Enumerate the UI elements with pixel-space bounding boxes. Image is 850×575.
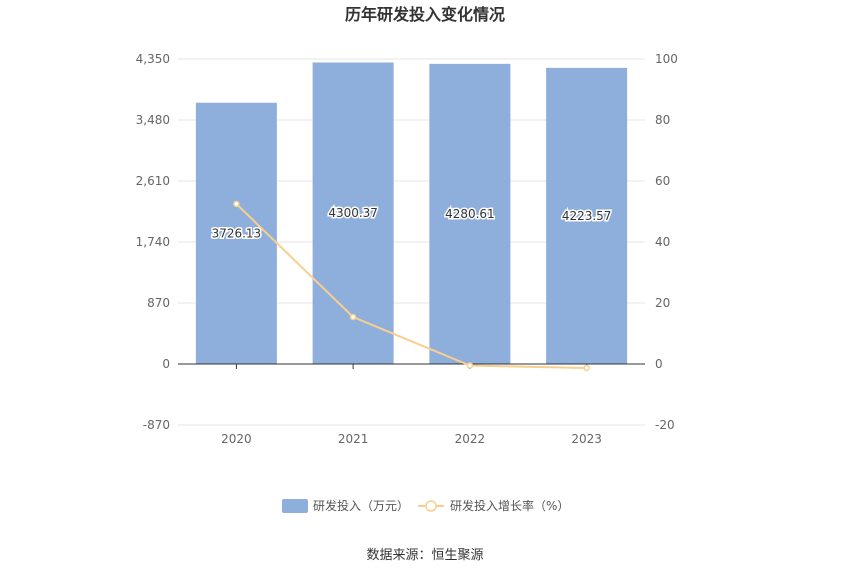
legend: 研发投入（万元） 研发投入增长率（%） [282, 498, 569, 513]
legend-line-marker [425, 500, 437, 512]
growth-point [583, 364, 590, 372]
right-y-tick-label: 100 [655, 52, 678, 66]
left-y-axis: -870 0 870 1,740 2,610 3,480 4,350 [136, 52, 170, 432]
growth-point [466, 362, 474, 369]
x-tick-label: 2021 [338, 432, 369, 446]
growth-point [349, 313, 357, 321]
x-tick-label: 2023 [571, 432, 602, 446]
left-y-tick-label: -870 [143, 418, 170, 432]
bar-data-labels: 3726.13 4300.37 4280.61 4223.57 [210, 205, 613, 242]
right-y-tick-label: 0 [655, 357, 663, 371]
bar [312, 62, 394, 365]
right-y-tick-label: -20 [655, 418, 675, 432]
bar-value-label: 4300.37 [328, 206, 378, 220]
left-y-tick-label: 0 [162, 357, 170, 371]
x-tick-label: 2020 [221, 432, 252, 446]
right-y-tick-label: 60 [655, 174, 670, 188]
chart-title: 历年研发投入变化情况 [345, 5, 505, 24]
left-y-tick-label: 2,610 [136, 174, 170, 188]
x-axis-labels: 2020 2021 2022 2023 [221, 432, 602, 446]
x-tick-label: 2022 [455, 432, 486, 446]
source-note: 数据来源：恒生聚源 [366, 548, 483, 563]
growth-line [235, 203, 587, 369]
legend-line-label[interactable]: 研发投入增长率（%） [450, 498, 569, 513]
legend-bar-label[interactable]: 研发投入（万元） [313, 498, 409, 513]
left-y-tick-label: 870 [147, 296, 170, 310]
right-y-axis: -20 0 20 40 60 80 100 [655, 52, 678, 432]
right-y-tick-label: 80 [655, 113, 670, 127]
line-series [233, 200, 590, 372]
right-y-tick-label: 40 [655, 235, 670, 249]
bar-value-label: 4280.61 [445, 207, 495, 221]
bar-value-label: 4223.57 [562, 209, 612, 223]
bar-value-label: 3726.13 [212, 226, 262, 240]
left-y-tick-label: 1,740 [136, 235, 170, 249]
bar [546, 67, 628, 365]
growth-point [233, 200, 240, 208]
legend-bar-swatch[interactable] [282, 499, 308, 513]
right-y-tick-label: 20 [655, 296, 670, 310]
left-y-tick-label: 3,480 [136, 113, 170, 127]
bar [429, 63, 511, 365]
left-y-tick-label: 4,350 [136, 52, 170, 66]
bar-series [195, 62, 628, 365]
bar [195, 102, 277, 364]
